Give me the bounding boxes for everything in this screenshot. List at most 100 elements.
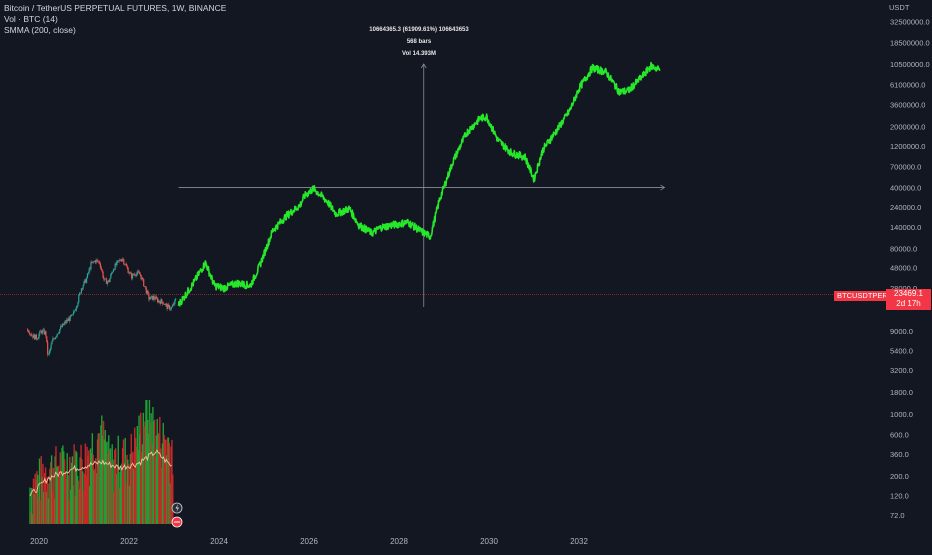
time-axis-label: 2024 (210, 537, 228, 546)
volume-bar (171, 439, 173, 524)
volume-bar (134, 427, 136, 524)
candle-body (101, 269, 103, 272)
candle-body (71, 314, 73, 316)
volume-bar (114, 448, 117, 524)
candle-body (160, 299, 162, 304)
candle-body (73, 310, 76, 312)
volume-bar (57, 465, 60, 524)
candle-body (82, 285, 84, 289)
candle-body (37, 337, 39, 340)
volume-bar (102, 421, 105, 524)
volume-bar (151, 443, 153, 524)
price-axis-label: 18500000.0 (890, 39, 930, 48)
candle-body (59, 329, 61, 333)
volume-bar (80, 444, 82, 524)
volume-bar (71, 456, 74, 524)
volume-bar (105, 442, 107, 524)
candle-body (84, 279, 86, 282)
volume-bar (128, 485, 131, 524)
symbol-title[interactable]: Bitcoin / TetherUS PERPETUAL FUTURES, 1W… (4, 3, 227, 13)
volume-bar (96, 439, 99, 524)
candle-body (119, 259, 121, 261)
candle-body (174, 299, 176, 305)
volume-bar (61, 447, 63, 524)
price-axis-unit: USDT (889, 3, 910, 12)
candle-body (149, 299, 151, 300)
price-axis-label: 48000.0 (890, 264, 917, 273)
volume-bar (53, 498, 55, 524)
price-axis-label: 360.0 (890, 450, 909, 459)
volume-bar (50, 455, 53, 524)
volume-bar (169, 483, 171, 524)
volume-bar (31, 487, 33, 524)
candle-body (132, 273, 134, 276)
volume-bar (30, 512, 32, 524)
candle-body (77, 302, 79, 306)
volume-bar (170, 446, 172, 524)
volume-bar (122, 439, 125, 524)
price-axis-label: 2000000.0 (890, 123, 925, 132)
volume-bar (40, 455, 42, 524)
candle-body (148, 293, 150, 300)
candle-body (51, 341, 53, 345)
measure-readout: 10664365.3 (61909.61%) 106643653 568 bar… (355, 24, 483, 60)
measure-range: 10664365.3 (61909.61%) 106643653 (369, 27, 469, 33)
volume-bar (89, 486, 91, 524)
volume-bar (68, 499, 70, 524)
candle-body (110, 274, 112, 279)
candle-body (94, 260, 96, 263)
price-history (27, 257, 177, 357)
volume-bar (119, 471, 121, 524)
volume-bar (124, 437, 126, 524)
candle-body (167, 304, 169, 309)
volume-bar (108, 435, 110, 524)
volume-bar (143, 427, 145, 524)
candle-body (95, 259, 97, 263)
candle-body (79, 292, 82, 294)
volume-bar (130, 433, 132, 524)
measure-bars: 568 bars (406, 39, 432, 45)
volume-bar (88, 450, 90, 524)
volume-bar (127, 464, 130, 524)
axes: 32500000.0 18500000.0 10500000.0 6100000.0 3… (0, 17, 930, 546)
volume-bar (58, 476, 61, 524)
volume-bar (69, 456, 71, 524)
volume-bar (52, 467, 55, 524)
price-axis-label: 32500000.0 (890, 17, 930, 26)
volume-bar (138, 415, 140, 524)
measure-arrow-right (660, 184, 666, 191)
price-axis-label: 80000.0 (890, 244, 917, 253)
candle-body (58, 332, 60, 334)
candle-body (107, 280, 109, 282)
last-price: 23469.1 (894, 289, 923, 298)
smma-indicator-label[interactable]: SMMA (200, close) (4, 25, 76, 35)
measure-volume: Vol 14.393M (402, 51, 436, 57)
candle-body (47, 353, 50, 355)
volume-bar (48, 483, 50, 524)
volume-bar (51, 490, 54, 524)
candle-body (124, 264, 127, 265)
candle-body (81, 288, 83, 290)
volume-bar (78, 488, 81, 524)
measure-tool[interactable] (178, 63, 666, 307)
price-axis-label: 28000.0 (890, 284, 917, 293)
volume-bar (59, 452, 61, 524)
candle-body (173, 303, 175, 305)
candle-body (83, 281, 85, 286)
volume-bar (103, 439, 106, 524)
volume-indicator-label[interactable]: Vol · BTC (14) (4, 14, 58, 24)
candle-body (158, 300, 160, 302)
candle-body (73, 311, 75, 315)
volume-bar (32, 478, 35, 524)
candle-body (91, 262, 93, 263)
volume-bar (33, 494, 36, 524)
price-axis-label: 72.0 (890, 511, 905, 520)
candle-body (150, 295, 153, 297)
volume-bar (76, 475, 79, 524)
price-axis-label: 200.0 (890, 472, 909, 481)
volume-bar (114, 449, 116, 524)
volume-bar (38, 458, 41, 524)
candle-body (39, 330, 41, 335)
